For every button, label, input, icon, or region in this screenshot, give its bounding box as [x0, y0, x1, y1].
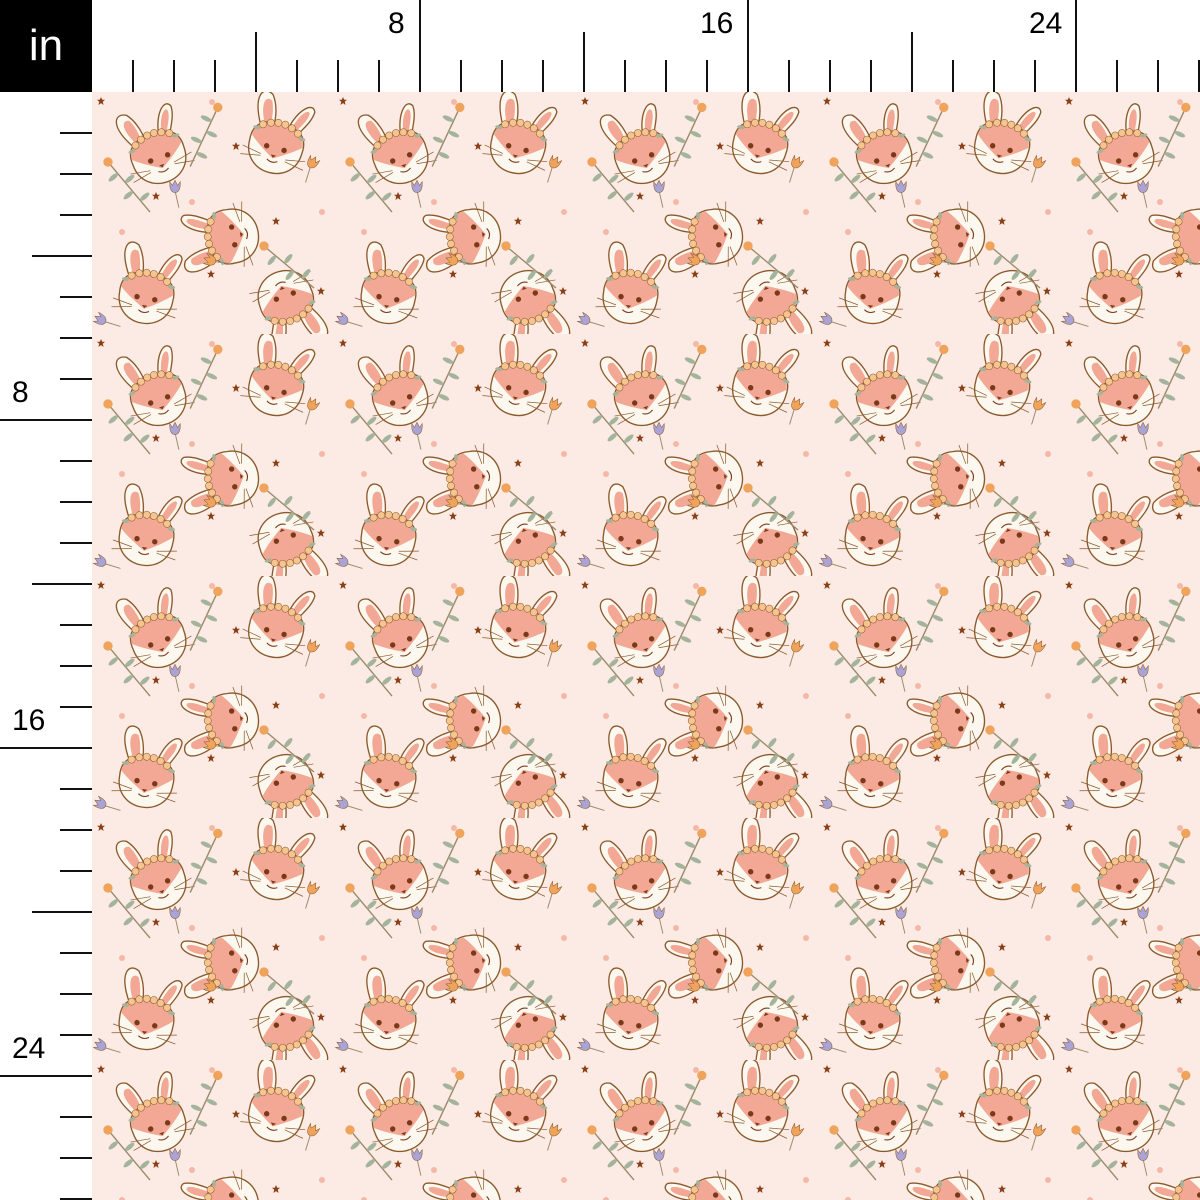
left-ruler: 8 16 24 [0, 92, 92, 1200]
ruler-tick [255, 32, 257, 92]
ruler-tick [296, 60, 298, 92]
top-ruler: 8 16 24 [92, 0, 1200, 92]
ruler-tick [60, 337, 92, 339]
ruler-tick [173, 60, 175, 92]
left-ruler-label-8: 8 [12, 376, 29, 409]
ruler-tick [60, 214, 92, 216]
ruler-tick [1075, 0, 1077, 92]
ruler-tick [624, 60, 626, 92]
top-ruler-label-24: 24 [1029, 7, 1063, 40]
ruler-tick [60, 501, 92, 503]
ruler-tick [706, 60, 708, 92]
ruler-tick [60, 460, 92, 462]
ruler-tick [1198, 60, 1200, 92]
ruler-tick [870, 60, 872, 92]
ruler-tick [378, 60, 380, 92]
fabric-pattern [92, 92, 1200, 1200]
ruler-tick [60, 1116, 92, 1118]
ruler-tick [60, 788, 92, 790]
ruler-tick [747, 0, 749, 92]
ruler-tick [1116, 60, 1118, 92]
ruler-tick [60, 624, 92, 626]
ruler-tick [214, 60, 216, 92]
ruler-tick [0, 747, 92, 749]
ruler-tick [583, 32, 585, 92]
ruler-tick [60, 665, 92, 667]
ruler-tick [1157, 60, 1159, 92]
left-ruler-label-16: 16 [12, 704, 46, 737]
ruler-tick [60, 706, 92, 708]
left-ruler-label-24: 24 [12, 1032, 46, 1065]
ruler-tick [829, 60, 831, 92]
ruler-tick [993, 60, 995, 92]
ruler-tick [952, 60, 954, 92]
ruler-tick [60, 1034, 92, 1036]
ruler-tick [32, 255, 92, 257]
ruler-tick [60, 952, 92, 954]
ruler-tick [60, 378, 92, 380]
ruler-tick [32, 583, 92, 585]
ruler-tick [60, 542, 92, 544]
ruler-tick [501, 60, 503, 92]
ruler-tick [419, 0, 421, 92]
ruler-tick [337, 60, 339, 92]
ruler-tick [911, 32, 913, 92]
ruler-tick [60, 1157, 92, 1159]
ruler-tick [60, 829, 92, 831]
ruler-tick [542, 60, 544, 92]
unit-label: in [0, 0, 92, 92]
ruler-tick [0, 419, 92, 421]
ruler-tick [60, 1198, 92, 1200]
top-ruler-label-8: 8 [388, 7, 405, 40]
ruler-tick [60, 173, 92, 175]
ruler-tick [1034, 60, 1036, 92]
fabric-print [92, 92, 1200, 1200]
ruler-tick [60, 870, 92, 872]
ruler-tick [60, 993, 92, 995]
ruler-tick [60, 296, 92, 298]
ruler-tick [0, 1075, 92, 1077]
ruler-tick [32, 911, 92, 913]
ruler-tick [460, 60, 462, 92]
top-ruler-label-16: 16 [700, 7, 734, 40]
ruler-tick [665, 60, 667, 92]
ruler-tick [788, 60, 790, 92]
ruler-tick [60, 132, 92, 134]
ruler-tick [132, 60, 134, 92]
